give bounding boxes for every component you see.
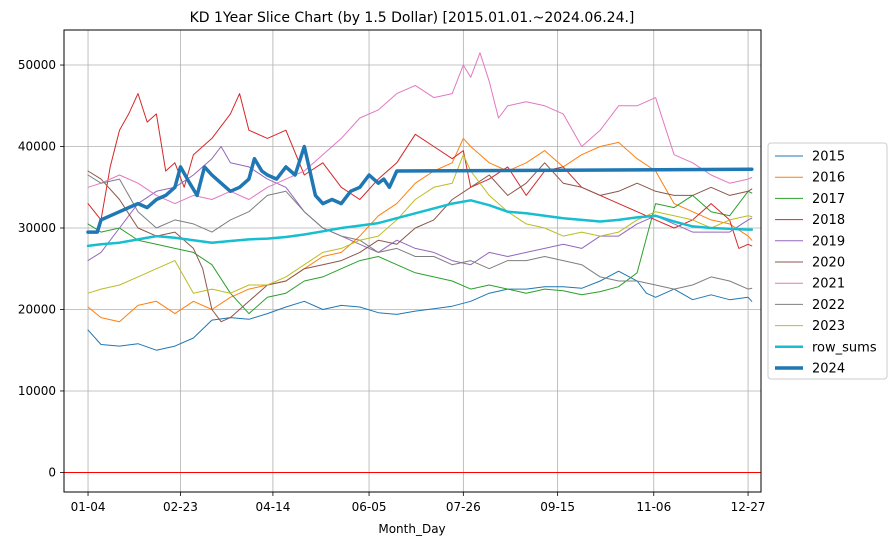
legend-label: 2024 [812,362,845,377]
series-line-2021 [87,52,753,205]
series-layer [86,52,754,351]
y-tick-label: 0 [48,465,56,479]
series-line-2015 [87,270,753,351]
legend-label: 2021 [812,277,845,292]
legend: 2015 2016 2017 2018 2019 2020 2021 2022 2023 row_… [767,142,888,380]
x-tick-label: 02-23 [163,500,198,514]
x-axis: 01-04 02-23 04-14 06-05 07-26 09-15 11-06 12-27 [71,492,766,514]
x-tick-label: 09-15 [540,500,575,514]
series-line-row_sums [86,199,754,248]
x-tick-label: 04-14 [255,500,290,514]
legend-label: 2020 [812,256,845,271]
legend-label: row_sums [812,340,877,355]
legend-label: 2022 [812,298,845,313]
x-tick-label: 07-26 [446,500,481,514]
y-tick-label: 40000 [18,140,56,154]
x-axis-label: Month_Day [378,522,445,536]
series-line-2019 [87,146,753,266]
legend-label: 2017 [812,192,845,207]
y-axis: 0 10000 20000 30000 40000 50000 [18,58,64,479]
legend-label: 2019 [812,234,845,249]
legend-box [767,142,888,380]
y-tick-label: 50000 [18,58,56,72]
y-tick-label: 30000 [18,221,56,235]
legend-label: 2018 [812,213,845,228]
y-tick-label: 10000 [18,384,56,398]
chart-title: KD 1Year Slice Chart (by 1.5 Dollar) [20… [190,10,635,26]
plot-frame [63,29,762,493]
legend-label: 2023 [812,319,845,334]
x-tick-label: 01-04 [71,500,106,514]
series-line-2020 [87,162,753,323]
x-tick-label: 12-27 [731,500,766,514]
legend-label: 2015 [812,150,845,165]
series-line-2022 [87,174,753,290]
series-line-2023 [87,154,753,294]
series-line-2024 [86,144,754,234]
legend-label: 2016 [812,171,845,186]
x-tick-label: 11-06 [636,500,671,514]
x-tick-label: 06-05 [352,500,387,514]
y-tick-label: 20000 [18,302,56,316]
grid [64,30,761,492]
